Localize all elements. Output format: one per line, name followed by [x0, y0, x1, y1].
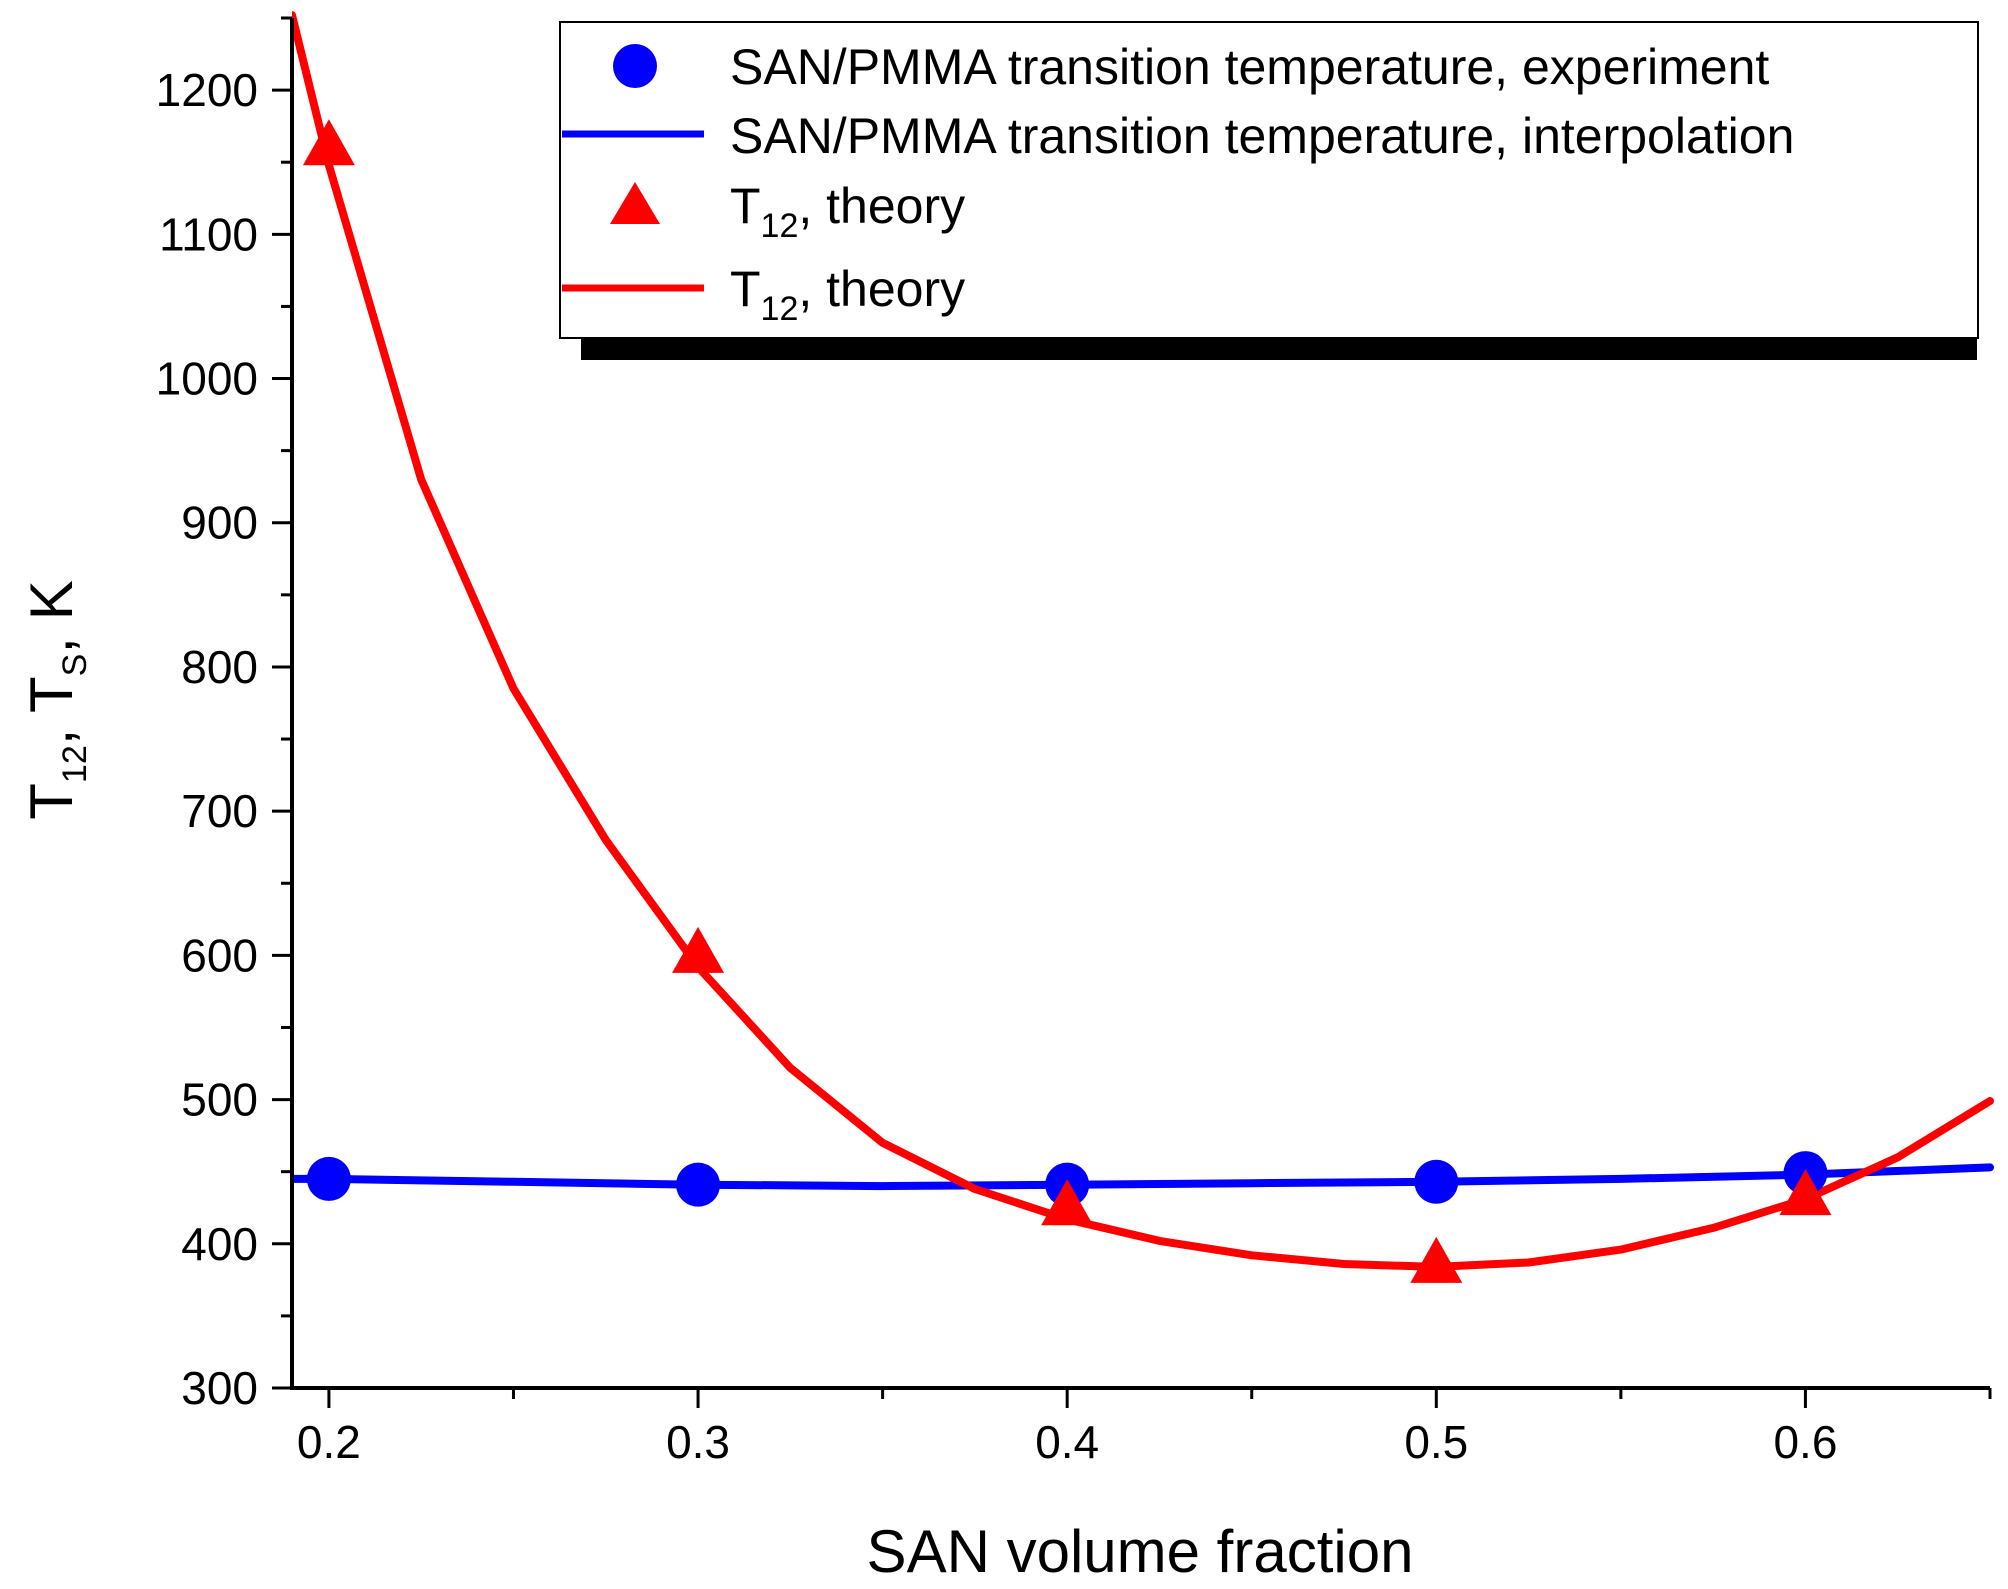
y-tick-label: 500: [181, 1074, 258, 1126]
legend-marker-theory: [610, 182, 660, 224]
y-axis-title: T12, TS, K: [18, 580, 94, 819]
x-tick-label: 0.6: [1773, 1416, 1837, 1468]
legend-theory-curve-tail: , theory: [798, 261, 965, 317]
y-axis-title-sub2: S: [56, 654, 94, 677]
y-tick-label: 1200: [156, 64, 258, 116]
y-axis-title-main: T: [18, 783, 85, 820]
data-point-triangle: [1779, 1169, 1832, 1216]
data-point-circle: [676, 1162, 721, 1207]
y-tick-label: 400: [181, 1218, 258, 1270]
axes: 300 400 500 600 700 800 900 1000 1100 1200 0.2 0.3 0…: [156, 16, 1992, 1468]
data-point-triangle: [1041, 1179, 1094, 1226]
x-tick-label: 0.2: [297, 1416, 361, 1468]
legend-label-theory-points: T12, theory: [730, 178, 965, 245]
y-tick-label: 300: [181, 1362, 258, 1414]
legend-label-theory-curve: T12, theory: [730, 261, 965, 328]
legend: SAN/PMMA transition temperature, experim…: [559, 21, 1979, 360]
y-tick-label: 800: [181, 641, 258, 693]
y-tick-label: 1000: [156, 353, 258, 405]
legend-label-experiment: SAN/PMMA transition temperature, experim…: [730, 39, 1769, 95]
y-tick-label: 900: [181, 497, 258, 549]
x-axis-title: SAN volume fraction: [867, 1518, 1414, 1584]
y-axis-title-tail: , K: [18, 580, 85, 653]
legend-theory-points-sub: 12: [761, 207, 799, 245]
legend-theory-points-main: T: [730, 178, 761, 234]
legend-theory-points-tail: , theory: [798, 178, 965, 234]
data-point-triangle: [1410, 1236, 1463, 1283]
data-point-triangle: [302, 119, 355, 166]
series-line-1: [292, 1163, 1994, 1191]
legend-theory-curve-sub: 12: [761, 290, 799, 328]
x-tick-label: 0.5: [1404, 1416, 1468, 1468]
x-tick-label: 0.4: [1035, 1416, 1099, 1468]
y-tick-label: 700: [181, 785, 258, 837]
data-point-circle: [1414, 1159, 1459, 1204]
x-tick-label: 0.3: [666, 1416, 730, 1468]
legend-box: [559, 21, 1979, 339]
y-axis-title-mid: , T: [18, 676, 85, 745]
legend-theory-curve-main: T: [730, 261, 761, 317]
y-tick-label: 1100: [159, 208, 258, 260]
legend-label-interpolation: SAN/PMMA transition temperature, interpo…: [730, 108, 1794, 164]
y-axis-title-sub1: 12: [56, 745, 94, 783]
data-point-triangle: [672, 926, 725, 973]
y-tick-label: 600: [181, 929, 258, 981]
series-line-3: [292, 11, 1994, 1271]
plot-marks: [292, 11, 1994, 1283]
data-point-circle: [306, 1156, 351, 1201]
legend-marker-experiment: [613, 44, 657, 88]
